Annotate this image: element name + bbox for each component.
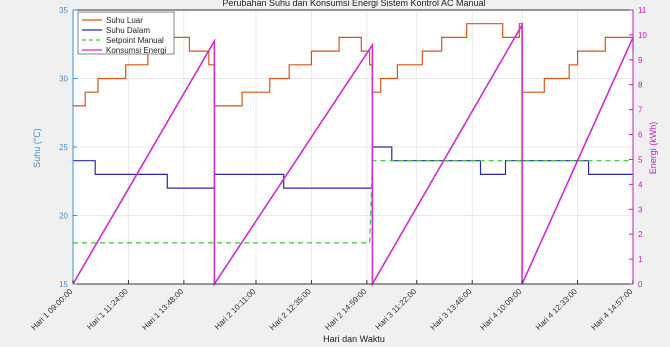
x-axis-label: Hari dan Waktu [323, 334, 385, 344]
y-tick-label-right: 10 [638, 31, 647, 40]
y-tick-label-left: 35 [59, 6, 68, 15]
legend-label-suhu-luar: Suhu Luar [106, 16, 143, 25]
legend-label-setpoint-manual: Setpoint Manual [106, 36, 164, 45]
legend-box [77, 11, 175, 55]
y-tick-label-left: 15 [59, 280, 68, 289]
y-tick-label-right: 8 [638, 81, 643, 90]
y-tick-label-left: 20 [59, 212, 68, 221]
legend-label-konsumsi-energi: Konsumsi Energi [106, 46, 167, 55]
y-axis-label-right: Energi (kWh) [648, 122, 658, 175]
y-tick-label-right: 2 [638, 230, 643, 239]
y-tick-label-right: 6 [638, 131, 643, 140]
chart-title: Perubahan Suhu dan Konsumsi Energi Siste… [222, 0, 485, 8]
y-tick-label-right: 11 [638, 6, 647, 15]
series-line-setpoint-manual [73, 160, 633, 244]
legend-label-suhu-dalam: Suhu Dalam [106, 26, 150, 35]
series-line-konsumsi-energi [72, 21, 634, 287]
y-tick-label-left: 25 [59, 143, 68, 152]
y-tick-label-right: 4 [638, 180, 643, 189]
y-tick-label-right: 9 [638, 56, 643, 65]
y-tick-label-right: 1 [638, 255, 643, 264]
y-tick-label-left: 30 [59, 75, 68, 84]
y-tick-label-right: 0 [638, 280, 643, 289]
y-tick-label-right: 7 [638, 106, 643, 115]
y-axis-label-left: Suhu (°C) [32, 128, 42, 168]
y-tick-label-right: 3 [638, 205, 643, 214]
legend: Suhu Luar Suhu Dalam Setpoint Manual Kon… [77, 11, 175, 55]
y-tick-label-right: 5 [638, 155, 643, 164]
